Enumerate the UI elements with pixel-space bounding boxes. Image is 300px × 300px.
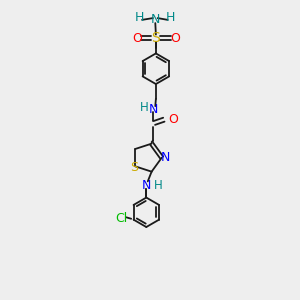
Text: O: O — [169, 112, 178, 126]
Text: H: H — [165, 11, 175, 24]
Text: N: N — [148, 103, 158, 116]
Text: O: O — [132, 32, 142, 45]
Text: H: H — [140, 100, 148, 113]
Text: Cl: Cl — [115, 212, 127, 225]
Text: N: N — [151, 13, 160, 26]
Text: S: S — [130, 161, 138, 174]
Text: H: H — [135, 11, 144, 24]
Text: H: H — [154, 179, 163, 192]
Text: N: N — [142, 179, 151, 192]
Text: O: O — [170, 32, 180, 45]
Text: N: N — [160, 151, 170, 164]
Text: S: S — [152, 31, 160, 45]
